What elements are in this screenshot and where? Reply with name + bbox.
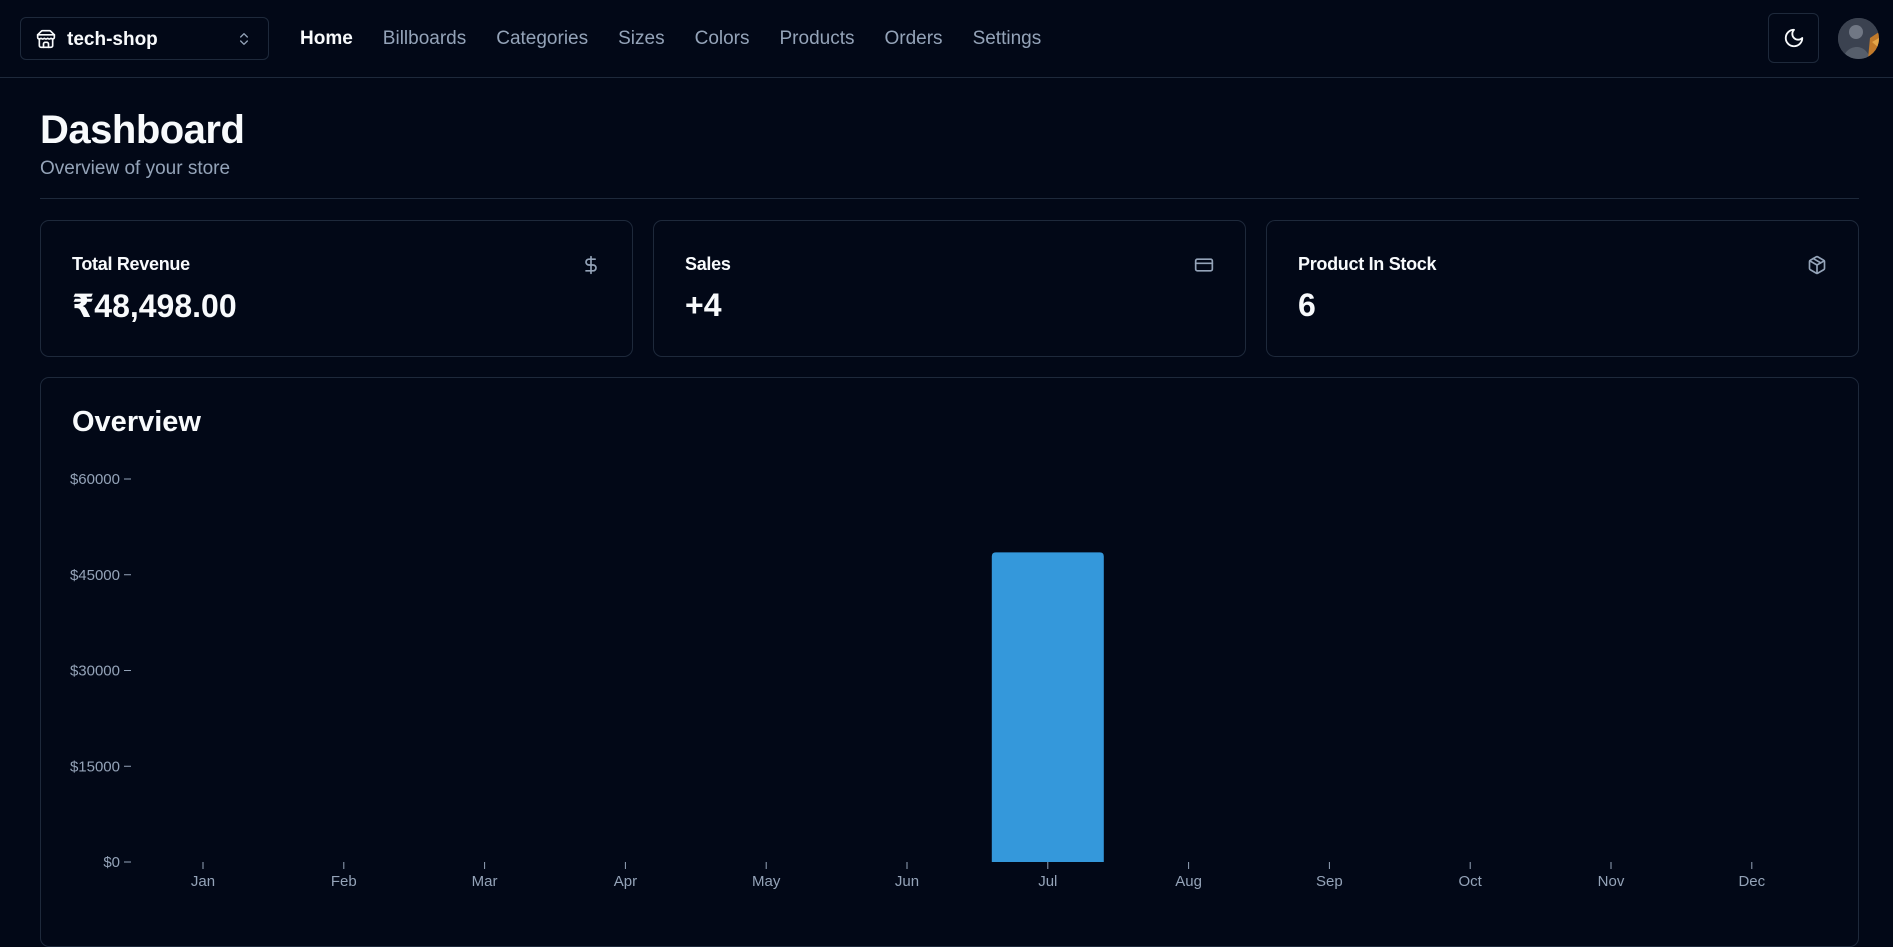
product-in-stock-card: Product In Stock 6: [1266, 220, 1859, 357]
nav-link-settings[interactable]: Settings: [972, 28, 1042, 49]
divider: [40, 198, 1859, 199]
theme-toggle-button[interactable]: [1768, 13, 1819, 63]
nav-link-sizes[interactable]: Sizes: [618, 28, 665, 49]
x-tick-label: Aug: [1175, 873, 1202, 890]
store-icon: [36, 29, 56, 49]
nav-link-home[interactable]: Home: [300, 28, 353, 49]
y-tick-label: $0: [103, 854, 120, 871]
x-tick-label: Oct: [1459, 873, 1483, 890]
nav-link-colors[interactable]: Colors: [694, 28, 750, 49]
card-label: Total Revenue: [72, 254, 190, 274]
y-tick-label: $15000: [70, 758, 120, 775]
card-value: 6: [1298, 287, 1316, 323]
x-tick-label: Mar: [472, 873, 498, 890]
sales-card: Sales +4: [653, 220, 1246, 357]
nav-link-billboards[interactable]: Billboards: [382, 28, 467, 49]
store-name: tech-shop: [67, 29, 158, 50]
card-label: Product In Stock: [1298, 254, 1437, 274]
nav-link-products[interactable]: Products: [779, 28, 855, 49]
x-tick-label: Feb: [331, 873, 357, 890]
nav-link-categories[interactable]: Categories: [496, 28, 589, 49]
y-tick-label: $30000: [70, 663, 120, 680]
x-tick-label: Jul: [1038, 873, 1057, 890]
y-tick-label: $60000: [70, 471, 120, 488]
x-tick-label: Sep: [1316, 873, 1343, 890]
x-tick-label: Jun: [895, 873, 919, 890]
x-tick-label: May: [752, 873, 781, 890]
total-revenue-card: Total Revenue ₹48,498.00: [40, 220, 633, 357]
moon-icon: [1784, 28, 1803, 48]
navbar: tech-shop Home Billboards Categories Siz…: [0, 0, 1893, 78]
page-subtitle: Overview of your store: [40, 158, 231, 179]
x-tick-label: Nov: [1598, 873, 1625, 890]
overview-title: Overview: [72, 406, 201, 438]
avatar-image: [1838, 18, 1879, 59]
dollar-sign-icon: [585, 255, 597, 275]
overview-card: Overview $0 $15000 $30000 $45000 $60000 Jan Fe…: [40, 377, 1859, 947]
credit-card-icon: [1194, 258, 1214, 272]
nav-link-orders[interactable]: Orders: [884, 28, 943, 49]
user-avatar[interactable]: [1838, 18, 1879, 59]
page-header: Dashboard Overview of your store: [40, 106, 245, 180]
chevrons-up-down-icon: [240, 33, 248, 45]
y-tick-label: $45000: [70, 567, 120, 584]
x-tick-label: Jan: [191, 873, 215, 890]
card-value: ₹48,498.00: [72, 288, 237, 324]
page-title: Dashboard: [40, 108, 245, 152]
bar-jul: [991, 552, 1104, 862]
main-nav: Home Billboards Categories Sizes Colors …: [300, 0, 1071, 78]
package-icon: [1808, 255, 1826, 275]
card-label: Sales: [685, 254, 731, 274]
store-switcher[interactable]: tech-shop: [20, 17, 269, 60]
x-tick-label: Apr: [614, 873, 637, 890]
x-tick-label: Dec: [1738, 873, 1765, 890]
revenue-bar-chart: $0 $15000 $30000 $45000 $60000 Jan Feb Mar Apr Ma…: [70, 471, 1766, 890]
card-value: +4: [685, 287, 722, 323]
